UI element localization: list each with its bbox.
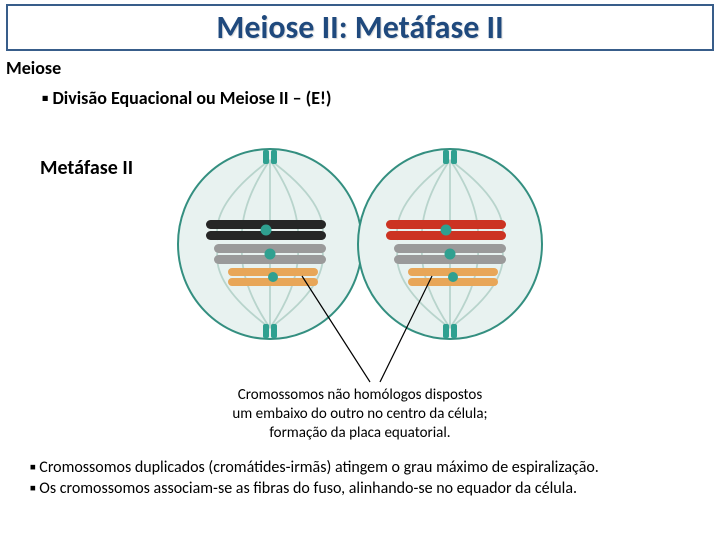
diagram-caption: Cromossomos não homólogos dispostos um e… <box>0 386 720 442</box>
caption-line: Cromossomos não homólogos dispostos <box>0 386 720 405</box>
caption-line: um embaixo do outro no centro da célula; <box>0 405 720 424</box>
footer-bullet: Os cromossomos associam-se as fibras do … <box>30 479 700 500</box>
title-bar: Meiose II: Metáfase II <box>6 4 714 51</box>
footer-bullets: Cromossomos duplicados (cromátides-irmãs… <box>30 458 700 500</box>
caption-line: formação da placa equatorial. <box>0 424 720 443</box>
page-title: Meiose II: Metáfase II <box>8 8 712 47</box>
footer-bullet: Cromossomos duplicados (cromátides-irmãs… <box>30 458 700 479</box>
subtitle: Meiose <box>6 57 708 79</box>
phase-label: Metáfase II <box>40 156 133 180</box>
cell-diagram <box>170 144 550 344</box>
main-bullet: Divisão Equacional ou Meiose II – (E!) <box>42 87 720 109</box>
metaphase-svg <box>170 144 550 404</box>
